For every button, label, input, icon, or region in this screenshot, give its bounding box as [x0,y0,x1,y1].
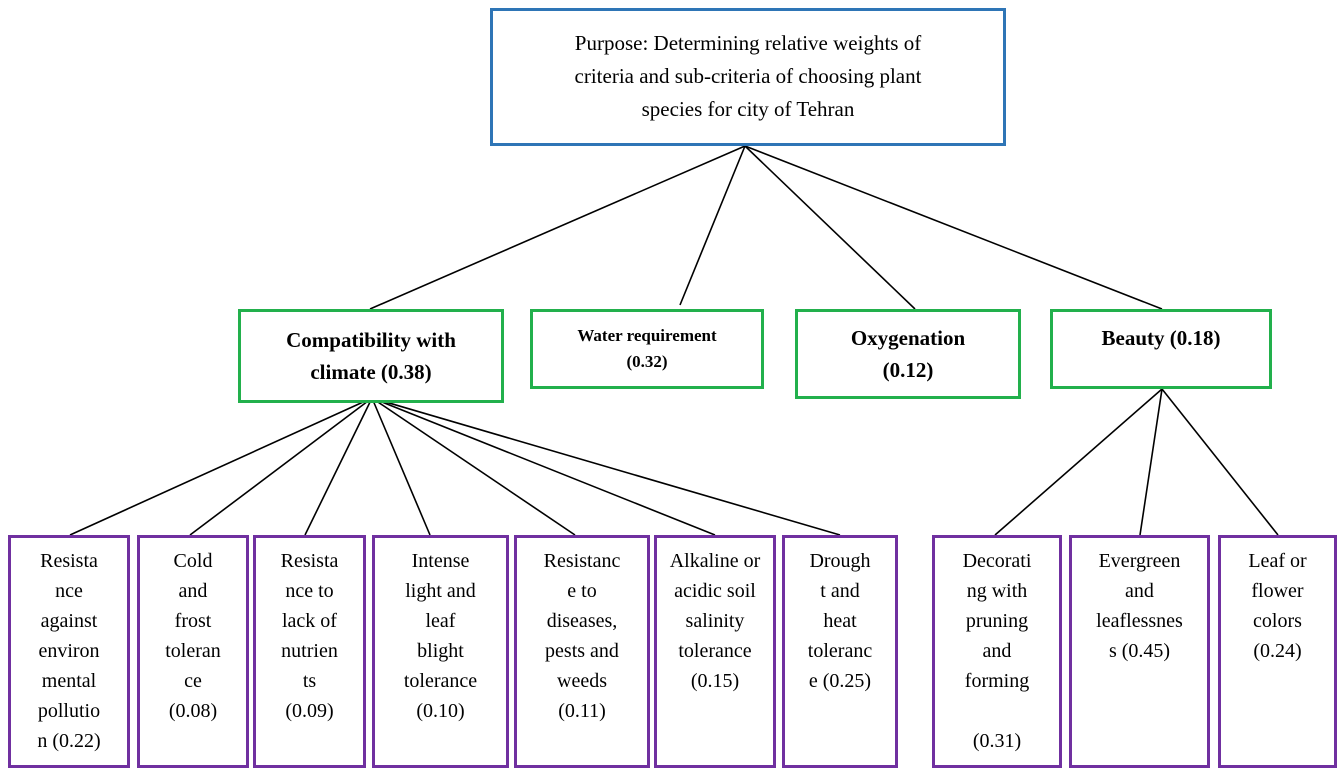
sub-line: Drough [809,550,871,572]
sub-line: ce [184,670,202,692]
sub-line: ts [302,670,317,692]
criterion-water-line-1: Water requirement [577,326,717,345]
sub-line: and [1125,580,1154,602]
sub-line: e to [567,580,597,602]
sub-line: Intense [411,550,470,572]
sub-line: colors [1253,610,1302,632]
sub-line: nutrien [281,640,338,662]
sub-line: Decorati [962,550,1032,572]
sub-line: tolerance [678,640,752,662]
sub-line: leaflessnes [1096,610,1183,632]
connector-line-4 [744,145,1163,310]
sub-line: (0.08) [168,700,218,722]
sub-line: weeds [557,670,607,692]
connector-line-2 [679,145,746,306]
sub-line: against [40,610,98,632]
sub-line: salinity [685,610,745,632]
sub-line: acidic soil [674,580,756,602]
sub-criterion-drought: Drough t and heat toleranc e (0.25) [782,535,898,768]
goal-line-3: species for city of Tehran [641,97,855,121]
connector-line-5 [69,397,373,536]
connector-line-12 [994,388,1163,536]
sub-line: flower [1251,580,1304,602]
sub-criterion-light: Intense light and leaf blight tolerance … [372,535,509,768]
sub-line: nce to [285,580,334,602]
sub-line: Resista [280,550,339,572]
criterion-oxygenation: Oxygenation (0.12) [795,309,1021,399]
sub-line: t and [820,580,860,602]
sub-line: (0.15) [690,670,740,692]
sub-line: forming [964,670,1030,692]
sub-line: e (0.25) [808,670,872,692]
criterion-oxygenation-line-1: Oxygenation [850,326,966,350]
sub-line: (0.09) [285,700,334,722]
sub-line [941,696,1053,726]
goal-line-2: criteria and sub-criteria of choosing pl… [574,64,922,88]
criterion-climate: Compatibility with climate (0.38) [238,309,504,403]
criterion-water-line-2: (0.32) [626,352,668,371]
goal-line-1: Purpose: Determining relative weights of [574,31,922,55]
sub-line: lack of [282,610,337,632]
criterion-climate-line-2: climate (0.38) [310,360,432,384]
sub-line: Cold [173,550,213,572]
criterion-water: Water requirement (0.32) [530,309,764,389]
sub-criterion-cold: Cold and frost toleran ce (0.08) [137,535,249,768]
connector-line-8 [371,397,431,536]
sub-line: leaf [425,610,456,632]
sub-line: (0.31) [972,730,1022,752]
sub-line: s (0.45) [1108,640,1171,662]
connector-line-13 [1139,388,1163,536]
sub-line: toleran [165,640,221,662]
sub-line: (0.10) [416,700,465,722]
sub-line: tolerance [403,670,478,692]
sub-criterion-colors: Leaf or flower colors (0.24) [1218,535,1337,768]
sub-line: frost [174,610,212,632]
sub-line: light and [405,580,476,602]
sub-line: ng with [966,580,1028,602]
sub-line: blight [417,640,464,662]
criterion-climate-line-1: Compatibility with [286,328,456,352]
sub-line: Alkaline or [669,550,761,572]
sub-criterion-pruning: Decorati ng with pruning and forming (0.… [932,535,1062,768]
sub-line: Resistanc [543,550,621,572]
sub-line: pruning [965,610,1029,632]
criterion-beauty: Beauty (0.18) [1050,309,1272,389]
sub-line: n (0.22) [37,730,101,752]
connector-line-10 [371,397,716,536]
sub-line: pollutio [37,700,101,722]
sub-line: and [982,640,1012,662]
connector-line-9 [371,397,576,536]
sub-line: nce [55,580,83,602]
sub-line: mental [41,670,97,692]
connector-line-11 [371,397,841,536]
sub-criterion-salinity: Alkaline or acidic soil salinity toleran… [654,535,776,768]
sub-line: diseases, [546,610,618,632]
sub-line: Resista [40,550,98,572]
sub-criterion-nutrients: Resista nce to lack of nutrien ts (0.09) [253,535,366,768]
sub-criterion-pollution: Resista nce against environ mental pollu… [8,535,130,768]
criterion-beauty-line-1: Beauty (0.18) [1101,326,1221,350]
sub-line: environ [38,640,100,662]
sub-line: Leaf or [1248,550,1307,572]
sub-line: pests and [545,640,619,662]
sub-criterion-evergreen: Evergreen and leaflessnes s (0.45) [1069,535,1210,768]
goal-box: Purpose: Determining relative weights of… [490,8,1006,146]
sub-line: (0.24) [1253,640,1302,662]
connector-line-7 [304,397,373,536]
connector-line-1 [369,145,746,310]
sub-criterion-diseases: Resistanc e to diseases, pests and weeds… [514,535,650,768]
sub-line: heat [823,610,857,632]
connector-line-14 [1161,388,1279,536]
connector-line-3 [744,145,916,310]
sub-line: and [178,580,208,602]
connector-line-6 [189,397,373,536]
sub-line: (0.11) [558,700,606,722]
criterion-oxygenation-line-2: (0.12) [882,358,934,382]
sub-line: toleranc [807,640,873,662]
sub-line: Evergreen [1098,550,1181,572]
